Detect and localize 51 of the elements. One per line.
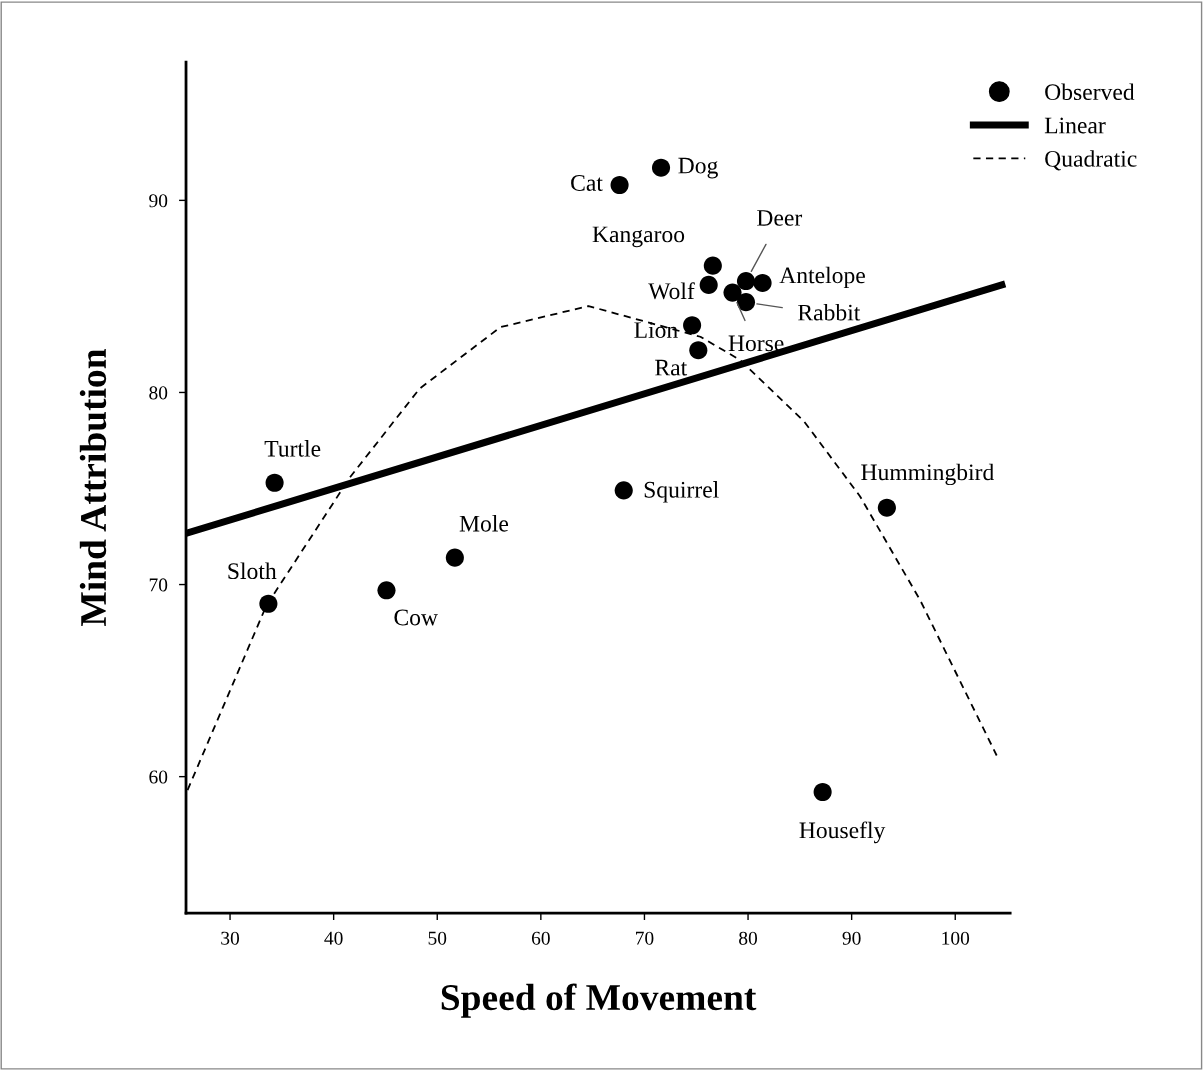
point (445, 548, 464, 567)
point (736, 293, 756, 312)
y-tick-label: 90 (149, 194, 168, 208)
legend-label: Observed (1045, 83, 1135, 101)
point (699, 275, 718, 294)
annotation: Cat (571, 175, 603, 191)
y-tick-label: 80 (149, 386, 168, 400)
annotation: Wolf (648, 282, 695, 300)
point (753, 273, 772, 293)
point (265, 473, 284, 492)
annotation: Kangaroo (592, 226, 685, 248)
point (377, 581, 396, 600)
point (689, 341, 708, 360)
annotation: Rat (655, 359, 688, 376)
y-axis-title: Mind Attribution (79, 349, 107, 626)
x-tick-label: 70 (636, 931, 654, 945)
y-tick-label: 70 (149, 578, 168, 592)
point (651, 158, 671, 177)
y-tick-label: 60 (149, 770, 168, 784)
x-axis-title: Speed of Movement (441, 983, 757, 1018)
annotation: Antelope (779, 266, 865, 289)
legend-label: Quadratic (1045, 150, 1137, 171)
point (703, 256, 722, 275)
annotation: Cow (394, 609, 438, 626)
x-tick-label: 90 (842, 931, 861, 945)
point (813, 782, 832, 802)
annotation: Squirrel (644, 481, 719, 503)
legend-label: Linear (1044, 117, 1106, 134)
annotation: Dog (678, 157, 718, 179)
annotation: Lion (634, 322, 678, 339)
point (683, 316, 702, 335)
annotation: Horse (728, 335, 784, 352)
point (610, 175, 629, 195)
annotation: Housefly (799, 821, 886, 844)
point (736, 271, 756, 291)
point (614, 481, 633, 500)
annotation: Turtle (264, 440, 321, 457)
x-tick-label: 30 (221, 931, 240, 945)
annotation: Deer (757, 210, 803, 226)
annotation: Mole (459, 515, 509, 532)
annotation: Rabbit (798, 303, 861, 321)
x-tick-label: 80 (739, 931, 758, 945)
x-tick-label: 60 (531, 931, 550, 945)
x-tick-label: 50 (428, 931, 447, 945)
point (877, 498, 896, 517)
x-tick-label: 100 (942, 931, 970, 945)
annotation: Hummingbird (861, 463, 994, 486)
x-tick-label: 40 (324, 931, 343, 945)
point (723, 283, 742, 302)
annotation: Sloth (228, 562, 277, 580)
point (259, 594, 278, 613)
